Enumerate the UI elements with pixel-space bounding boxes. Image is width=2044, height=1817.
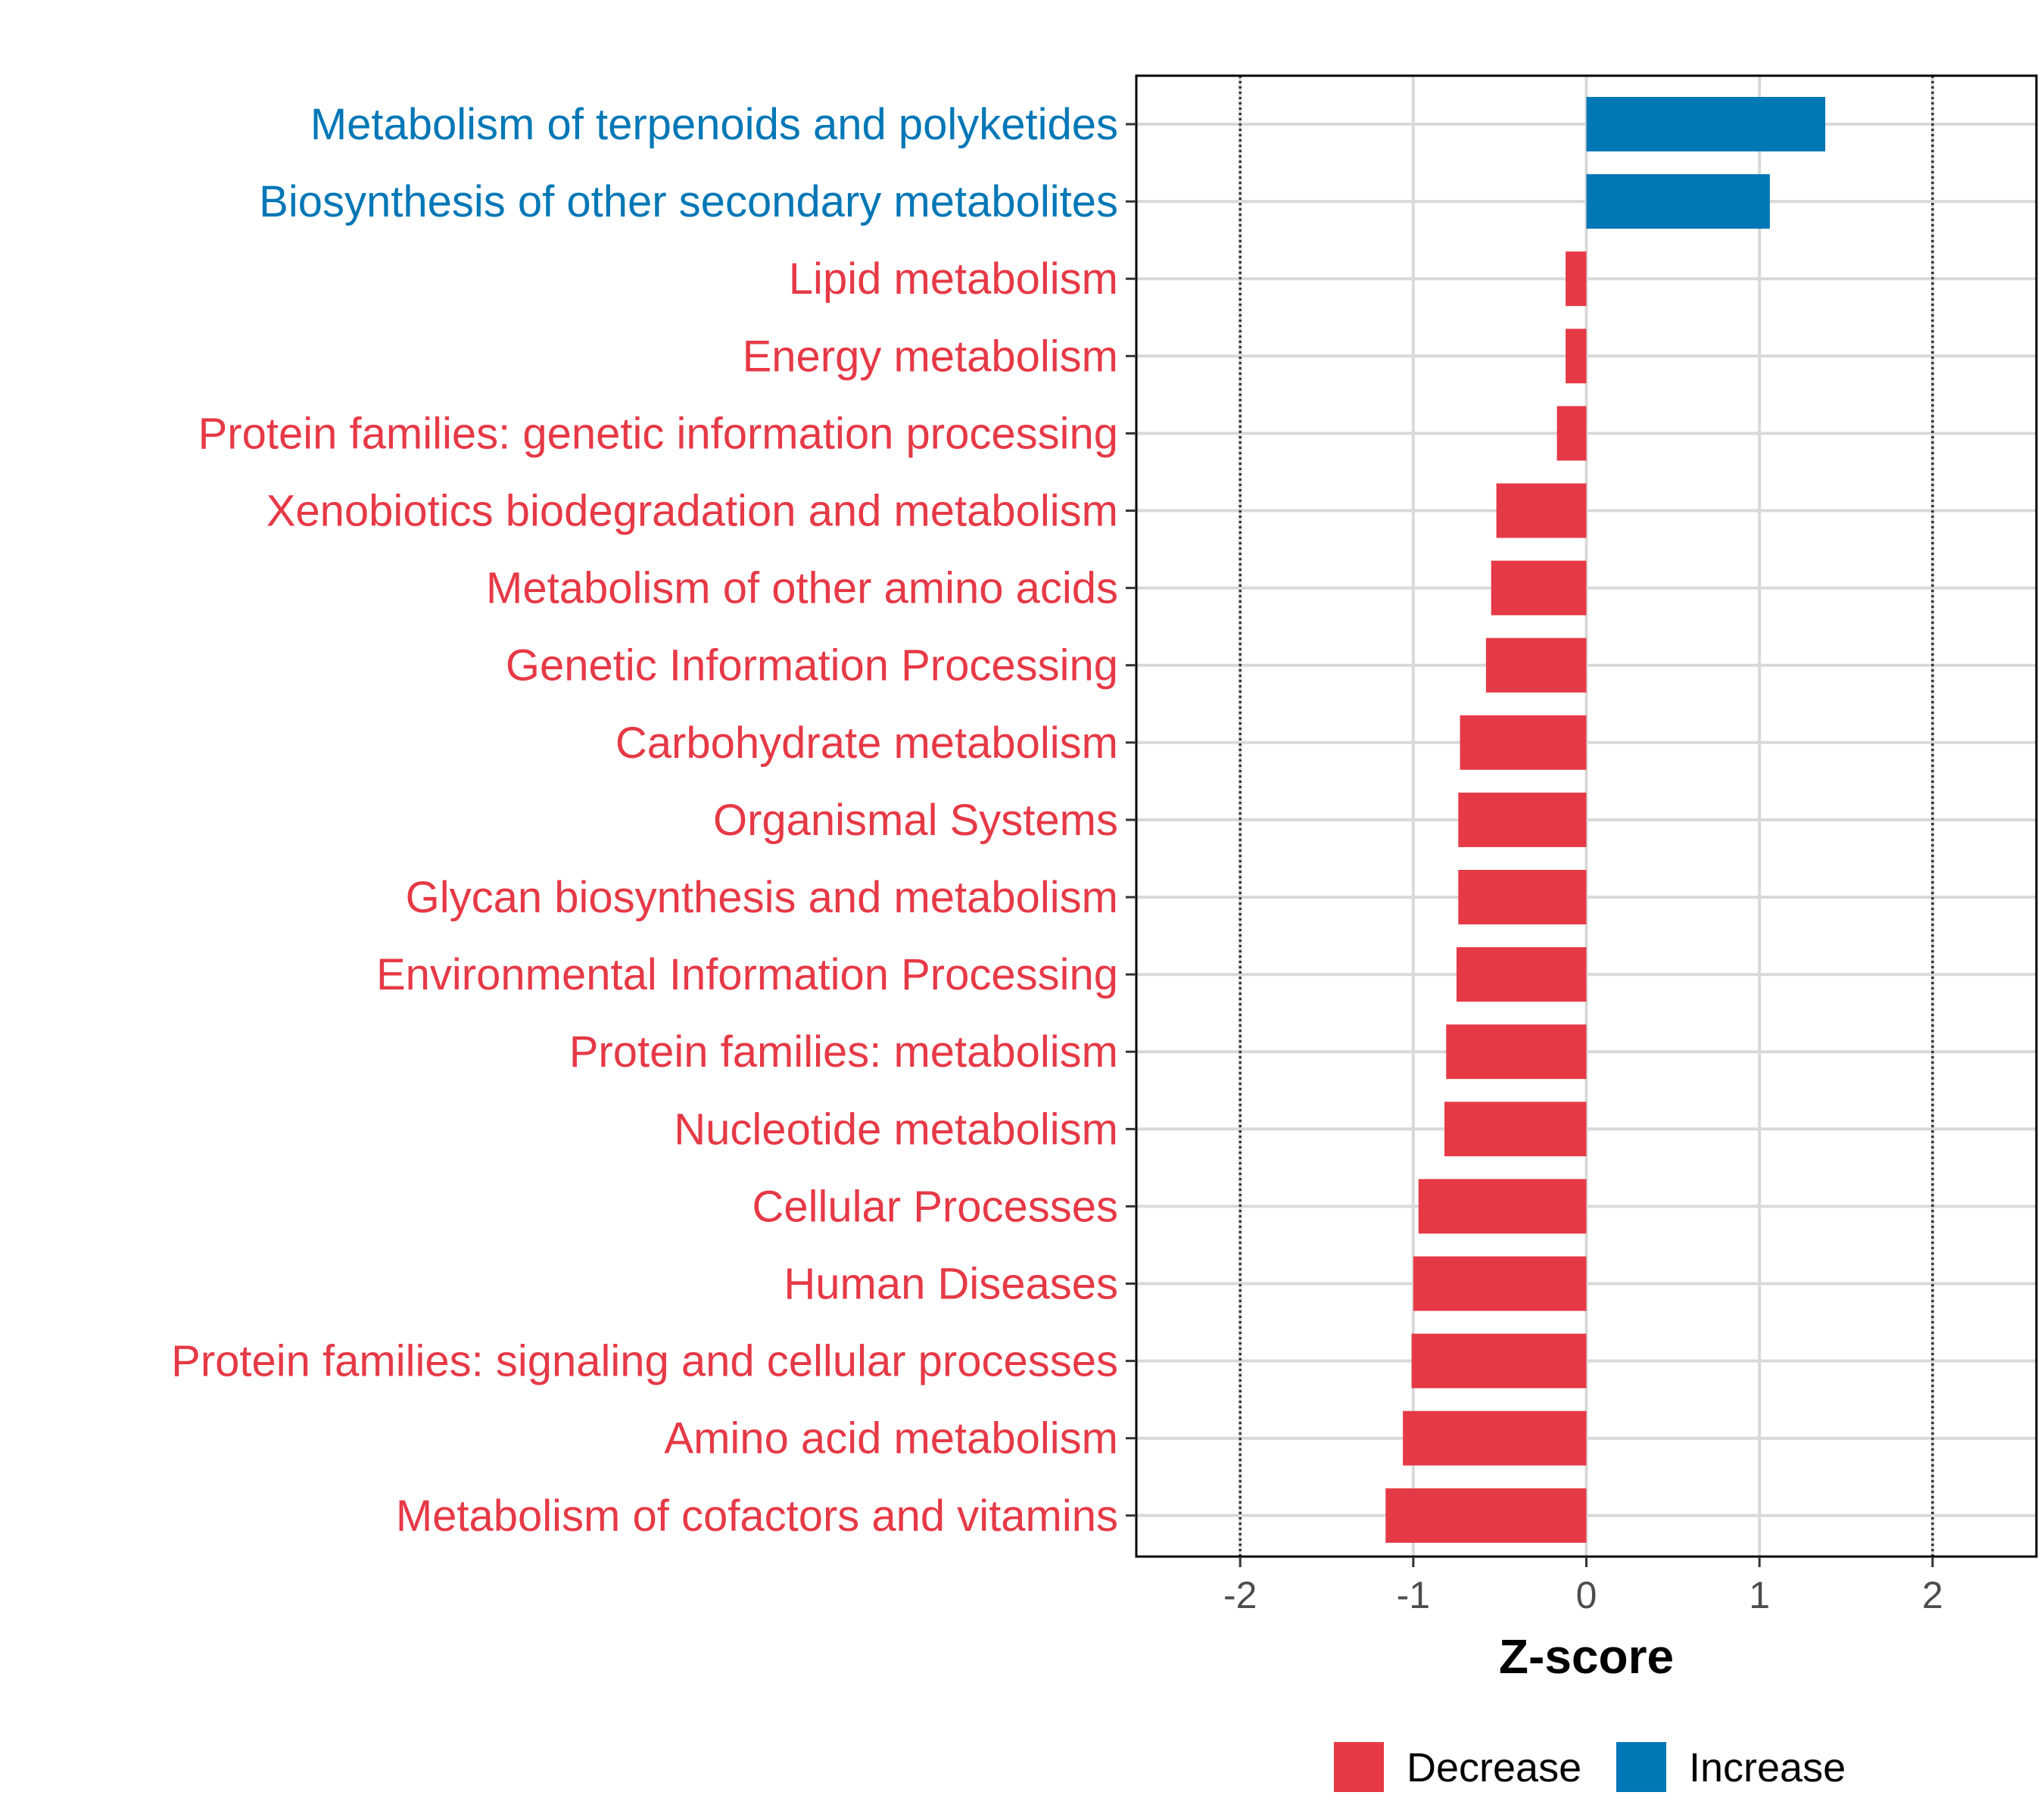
category-label: Metabolism of terpenoids and polyketides	[310, 100, 1118, 149]
category-label: Biosynthesis of other secondary metaboli…	[259, 177, 1118, 226]
x-tick-label: 0	[1576, 1574, 1597, 1616]
category-label: Protein families: metabolism	[569, 1027, 1118, 1077]
legend-key-decrease	[1334, 1742, 1384, 1792]
bar-xenobiotics-biodegradation-and-metabolism	[1496, 483, 1587, 538]
category-label: Glycan biosynthesis and metabolism	[406, 873, 1118, 922]
category-label: Xenobiotics biodegradation and metabolis…	[266, 487, 1118, 536]
bar-lipid-metabolism	[1566, 251, 1587, 307]
bar-energy-metabolism	[1566, 329, 1587, 384]
bar-nucleotide-metabolism	[1444, 1102, 1587, 1157]
bar-protein-families-metabolism	[1446, 1024, 1587, 1080]
x-tick-label: 2	[1922, 1574, 1943, 1616]
legend-label-increase: Increase	[1689, 1745, 1846, 1791]
bar-human-diseases	[1413, 1256, 1587, 1311]
category-label: Genetic Information Processing	[506, 641, 1118, 690]
bar-amino-acid-metabolism	[1403, 1410, 1587, 1466]
category-label: Carbohydrate metabolism	[615, 718, 1118, 768]
x-tick-label: -2	[1223, 1574, 1257, 1616]
category-label: Nucleotide metabolism	[674, 1105, 1118, 1154]
category-label: Metabolism of cofactors and vitamins	[396, 1491, 1118, 1541]
legend-key-increase	[1616, 1742, 1666, 1792]
category-label: Environmental Information Processing	[376, 950, 1118, 999]
category-label: Protein families: genetic information pr…	[198, 409, 1118, 458]
bar-metabolism-of-other-amino-acids	[1491, 560, 1587, 616]
y-axis-ticks: Metabolism of terpenoids and polyketides…	[171, 100, 1136, 1541]
bar-biosynthesis-of-other-secondary-metabolites	[1586, 174, 1770, 229]
bar-layer	[1385, 97, 1826, 1543]
bar-carbohydrate-metabolism	[1460, 715, 1587, 770]
category-label: Amino acid metabolism	[664, 1414, 1118, 1463]
category-label: Cellular Processes	[752, 1182, 1118, 1231]
bar-metabolism-of-terpenoids-and-polyketides	[1586, 97, 1826, 151]
bar-genetic-information-processing	[1485, 637, 1587, 693]
bar-organismal-systems	[1458, 792, 1587, 847]
bar-protein-families-signaling-and-cellular-processes	[1411, 1333, 1587, 1388]
category-label: Protein families: signaling and cellular…	[171, 1337, 1118, 1386]
bar-protein-families-genetic-information-processing	[1556, 406, 1587, 461]
legend: Decrease Increase	[1334, 1742, 1846, 1792]
bar-environmental-information-processing	[1457, 947, 1587, 1002]
category-label: Human Diseases	[784, 1260, 1118, 1309]
x-axis-ticks: -2 -1 0 1 2	[1223, 1557, 1943, 1616]
x-tick-label: 1	[1749, 1574, 1770, 1616]
x-axis-title: Z-score	[1499, 1629, 1674, 1684]
category-label: Organismal Systems	[713, 796, 1118, 845]
legend-label-decrease: Decrease	[1407, 1745, 1581, 1791]
category-label: Lipid metabolism	[789, 254, 1118, 304]
bar-metabolism-of-cofactors-and-vitamins	[1385, 1488, 1587, 1543]
bar-glycan-biosynthesis-and-metabolism	[1458, 870, 1587, 924]
x-tick-label: -1	[1397, 1574, 1430, 1616]
category-label: Metabolism of other amino acids	[486, 564, 1118, 613]
bar-cellular-processes	[1418, 1179, 1587, 1234]
category-label: Energy metabolism	[743, 332, 1118, 381]
